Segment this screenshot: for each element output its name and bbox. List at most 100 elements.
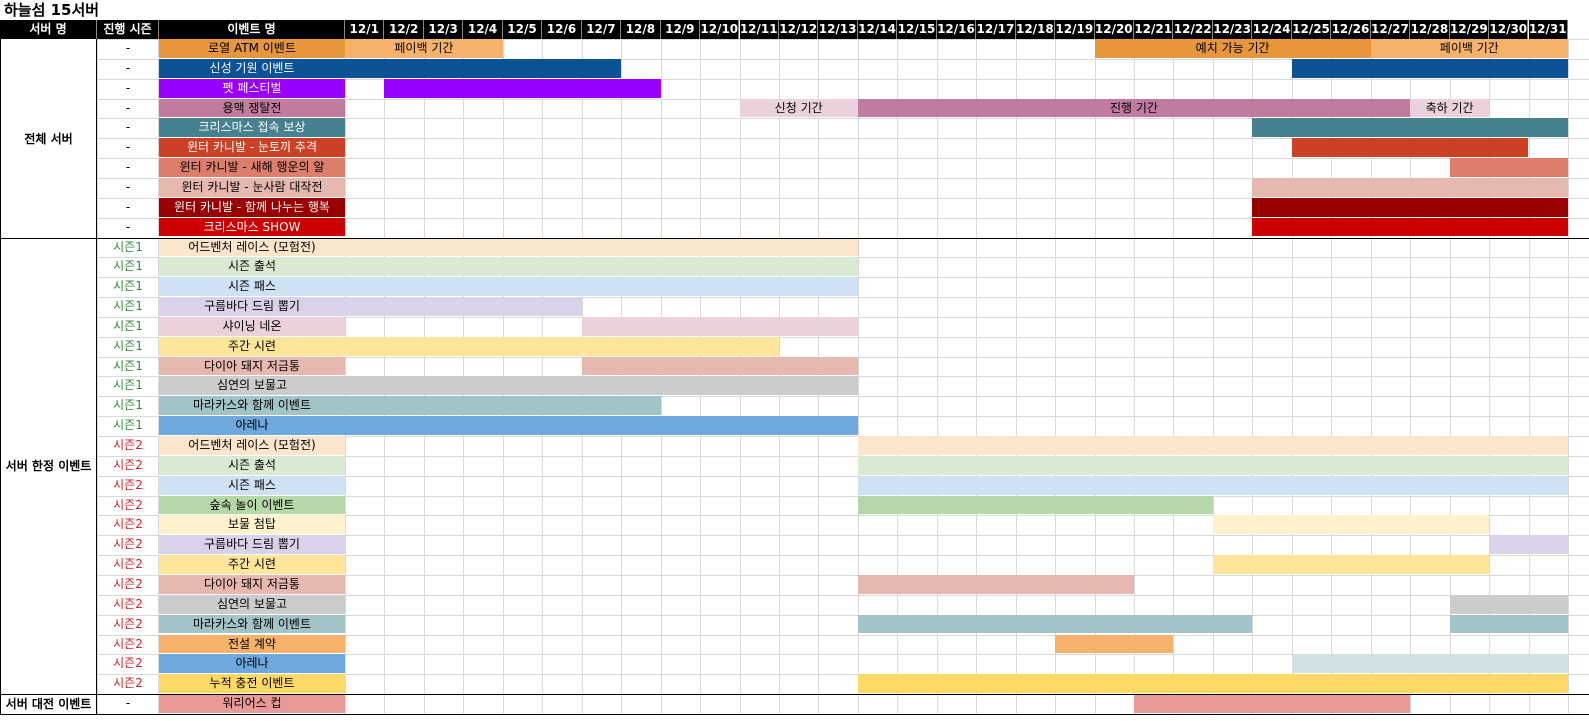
grid-vline [976,39,978,714]
event-row: 시즌1 마라카스와 함께 이벤트 [0,396,1589,416]
date-header-cell: 12/28 [1410,20,1450,39]
event-row: 시즌2 누적 충전 이벤트 [0,674,1589,694]
event-row: 시즌1 심연의 보물고 [0,376,1589,396]
event-row: 시즌2 주간 시련 [0,555,1589,575]
event-period-bar [1252,118,1568,138]
event-period-bar [345,396,661,416]
grid-hline [97,475,1589,477]
event-row: 시즌1 어드벤처 레이스 (모험전) [0,237,1589,258]
season-cell: - [125,140,131,155]
event-name-cell: 윈터 카니발 - 함께 나누는 행복 [159,197,345,217]
event-row: - 윈터 카니발 - 눈토끼 추격 [0,138,1589,158]
date-header-cell: 12/11 [739,20,779,39]
event-period-bar [345,237,858,257]
date-header-cell: 12/22 [1173,20,1213,39]
grid-vline [1015,39,1017,714]
date-header-cell: 12/2 [384,20,424,39]
grid-hline [97,58,1589,60]
group-separator [0,713,1589,715]
header-event: 이벤트 명 [159,20,345,39]
grid-vline [97,39,98,714]
season-cell: 시즌2 [113,557,143,572]
event-period-bar [581,316,858,336]
event-period-bar: 신청 기간 [739,98,858,118]
event-row: 시즌2 시즌 출석 [0,455,1589,476]
grid-hline [97,197,1589,199]
grid-hline [97,455,1589,457]
grid-vline [1410,39,1412,714]
schedule-sheet: 서버 명 진행 시즌 이벤트 명 12/1 12/2 12/3 12/4 12/5 12/… [0,20,1589,720]
grid-vline [936,39,938,714]
season-cell: 시즌1 [113,338,143,353]
event-period-bar [1252,197,1568,217]
season-cell: - [125,179,131,194]
grid-vline [1567,39,1569,714]
grid-vline [1449,39,1451,714]
event-name-cell: 심연의 보물고 [159,376,345,396]
grid-vline [158,39,159,714]
event-row: - 윈터 카니발 - 새해 행운의 알 [0,158,1589,178]
season-cell: 시즌2 [113,517,143,532]
event-period-bar [1449,158,1568,177]
season-cell: 시즌1 [113,398,143,413]
date-header-cell: 12/16 [936,20,977,39]
date-header-cell: 12/4 [463,20,503,39]
season-cell: 시즌1 [113,259,143,274]
event-period-bar [345,336,779,356]
date-header-cell: 12/24 [1252,20,1292,39]
season-cell: 시즌1 [113,299,143,314]
event-row: - 펫 페스티벌 [0,78,1589,99]
event-name-cell: 누적 충전 이벤트 [159,674,345,694]
event-name-cell: 시즌 패스 [159,475,345,495]
event-period-bar [581,356,858,376]
season-cell: 시즌1 [113,418,143,433]
event-name-cell: 보물 첨탑 [159,515,345,535]
season-cell: - [125,60,131,75]
event-row: 시즌2 아레나 [0,654,1589,674]
event-row: 시즌1 시즌 출석 [0,257,1589,277]
event-period-bar [1252,217,1568,237]
title-bar: 하늘섬 15서버 [0,0,1589,20]
grid-vline [857,39,859,714]
date-header-cell: 12/30 [1489,20,1529,39]
grid-vline [1094,39,1096,714]
event-name-cell: 주간 시련 [159,336,345,356]
season-cell: 시즌1 [113,378,143,393]
season-cell: 시즌2 [113,596,143,611]
event-name-cell: 마라카스와 함께 이벤트 [159,614,345,634]
date-header-cell: 12/27 [1370,20,1411,39]
event-row: 시즌1 시즌 패스 [0,277,1589,297]
event-row: 시즌1 주간 시련 [0,336,1589,357]
date-header-cell: 12/10 [700,20,740,39]
season-cell: - [125,41,131,55]
event-row: 시즌2 마라카스와 함께 이벤트 [0,614,1589,635]
event-period-bar [1449,594,1568,614]
event-row: - 크리스마스 접속 보상 [0,118,1589,138]
grid-vline [1291,39,1293,714]
grid-hline [97,654,1589,656]
date-header-cell: 12/21 [1134,20,1174,39]
season-cell: - [125,160,131,175]
grid-hline [97,574,1589,576]
event-name-cell: 로열 ATM 이벤트 [159,39,345,58]
event-name-cell: 숲속 놀이 이벤트 [159,495,345,515]
event-row: 시즌2 다이아 돼지 저금통 [0,574,1589,595]
event-row: 시즌2 구름바다 드림 뽑기 [0,535,1589,555]
header-server: 서버 명 [0,20,97,39]
grid-vline [1528,39,1530,714]
date-header-cell: 12/31 [1528,20,1568,39]
group-separator [0,694,1589,696]
event-period-bar [1055,634,1174,654]
event-name-cell: 아레나 [159,654,345,674]
grid-vline [897,39,899,714]
event-name-cell: 크리스마스 SHOW [159,217,345,237]
grid-hline [97,297,1589,299]
event-period-bar [1252,177,1568,197]
event-name-cell: 크리스마스 접속 보상 [159,118,345,138]
date-header-cell: 12/6 [542,20,582,39]
date-header-cell: 12/12 [778,20,819,39]
grid-hline [97,39,1589,40]
date-header-cell: 12/8 [621,20,661,39]
event-period-bar [857,436,1568,455]
grid-vline [96,39,97,714]
